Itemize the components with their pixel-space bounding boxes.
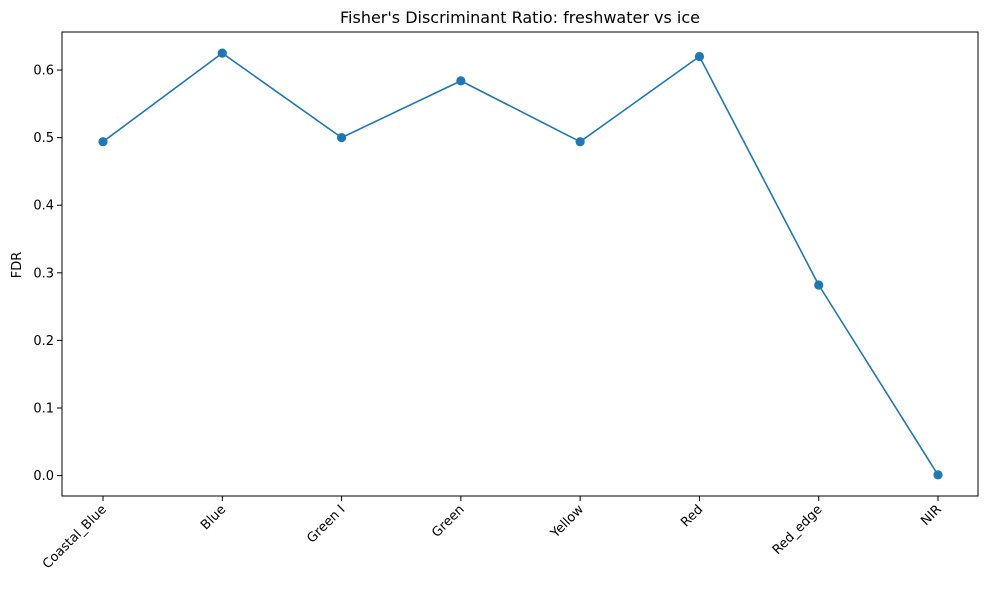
data-point [694,51,705,62]
y-axis-label: FDR [10,252,25,279]
chart-title: Fisher's Discriminant Ratio: freshwater … [340,8,700,27]
x-tick-label: Green [429,502,467,540]
y-tick-label: 0.3 [33,266,54,281]
data-point [336,133,347,143]
x-tick-label: Blue [198,502,229,533]
data-point [933,470,943,480]
y-tick-label: 0.4 [33,199,54,214]
y-tick-label: 0.0 [33,469,54,484]
y-tick-label: 0.6 [33,64,54,79]
series-line [102,52,939,476]
data-point [575,137,585,147]
plot-area: 0.0 0.1 0.2 0.3 0.4 0.5 0.6 Coastal_Blue Blue Gre… [33,48,945,572]
y-tick-label: 0.2 [33,334,54,349]
axes-frame [61,31,979,497]
x-tick-label: Red_edge [770,502,826,558]
x-tick-label: Green I [304,502,348,546]
x-tick-label: Coastal_Blue [40,502,110,572]
data-point [456,76,466,86]
x-tick-label: Red [678,502,706,530]
y-tick-label: 0.1 [33,401,54,416]
y-tick-label: 0.5 [33,131,54,146]
x-tick-label: NIR [918,502,945,529]
data-point [217,48,227,58]
data-point [98,137,108,147]
data-point [814,280,824,290]
x-tick-label: Yellow [547,502,587,542]
